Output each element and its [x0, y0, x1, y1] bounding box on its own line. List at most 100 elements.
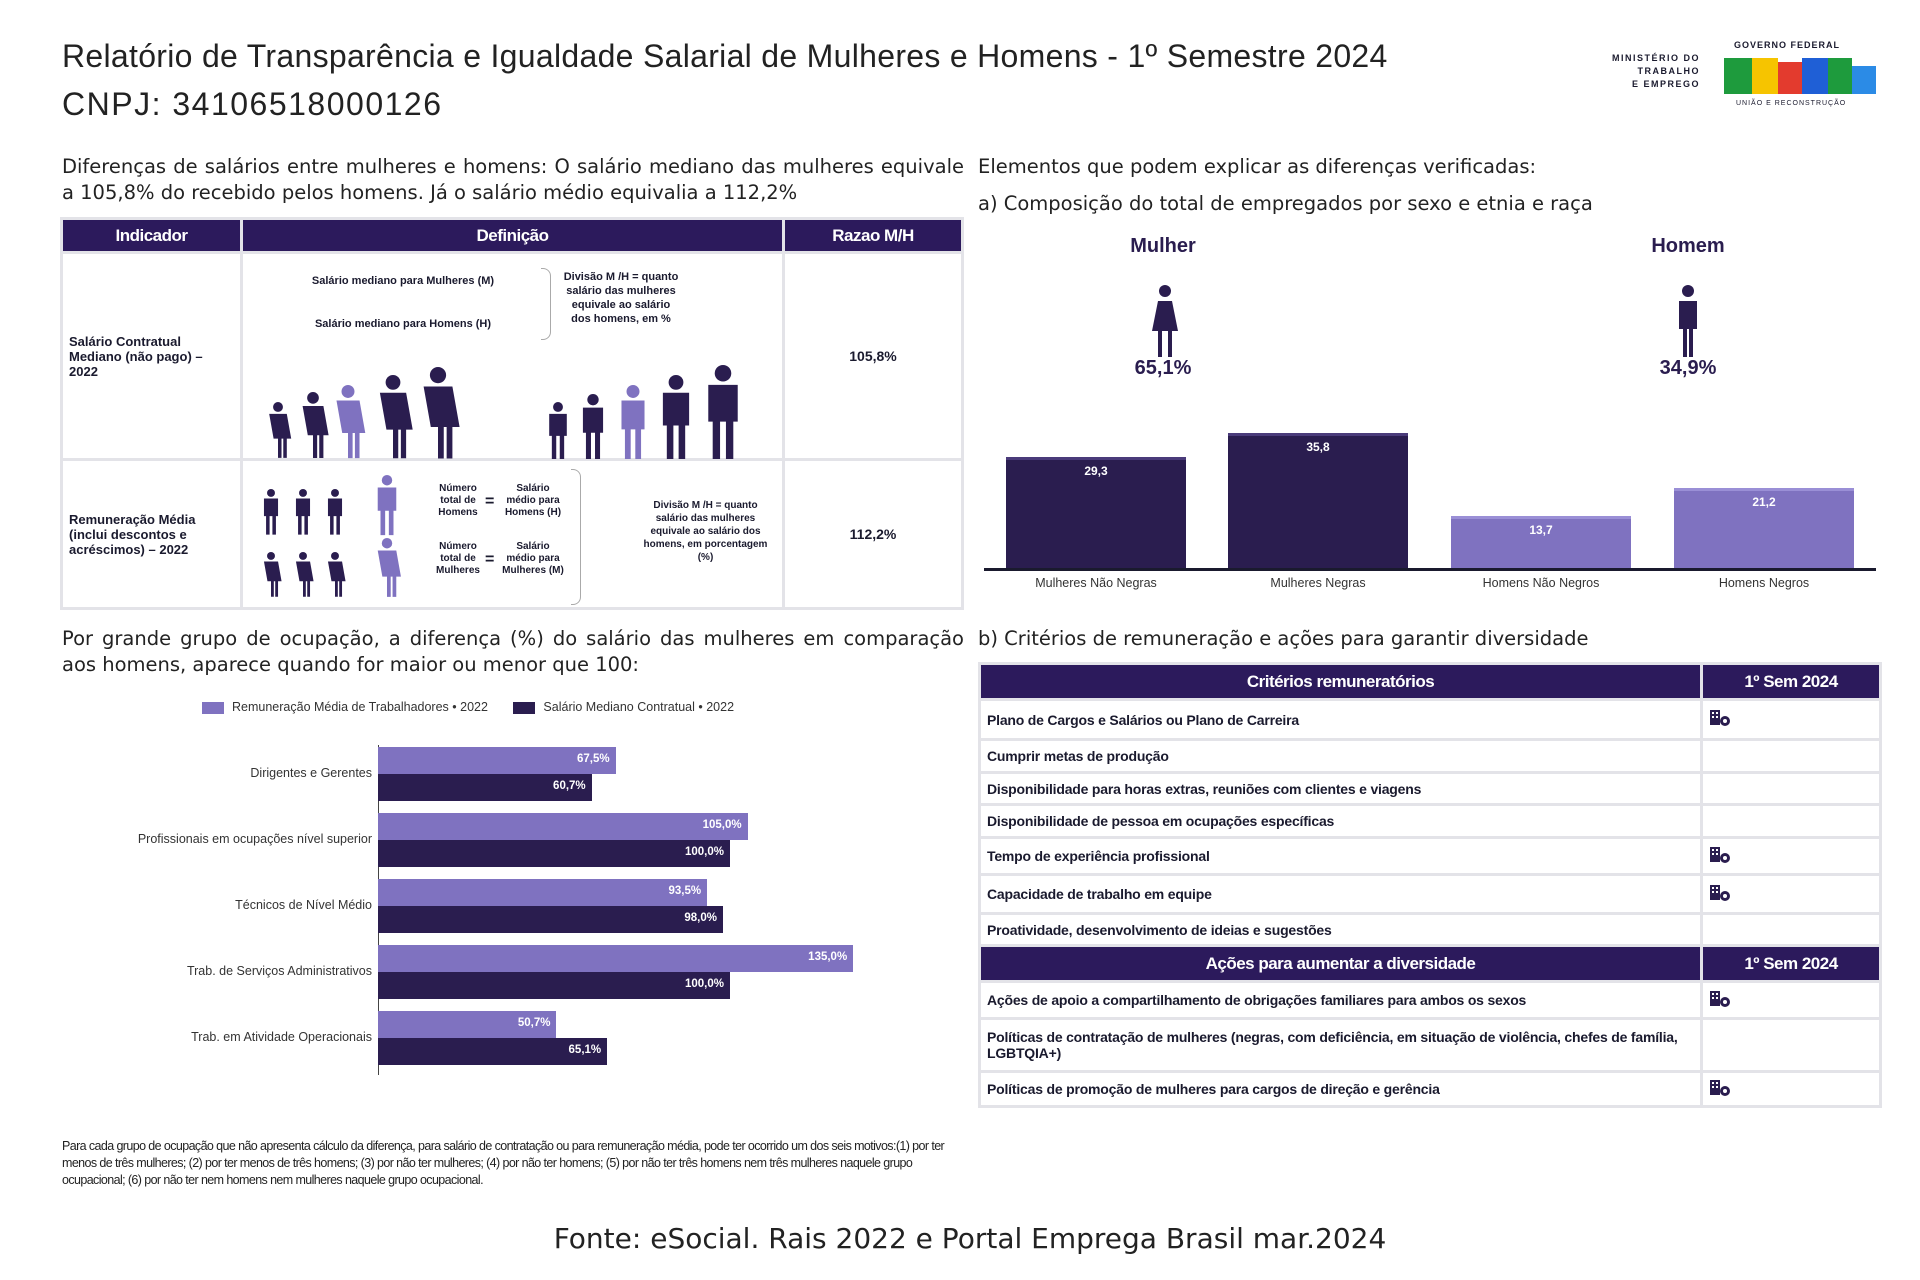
occupation-chart: Dirigentes e Gerentes 67,5% 60,7% Profissio… [0, 740, 964, 1075]
ratio-value: 112,2% [782, 458, 964, 610]
legend-item: Salário Mediano Contratual • 2022 [513, 700, 734, 714]
table-row: Políticas de promoção de mulheres para c… [978, 1070, 1882, 1108]
bar-label: 98,0% [684, 912, 717, 924]
table-row: Plano de Cargos e Salários ou Plano de C… [978, 698, 1882, 741]
bar-label: 100,0% [684, 978, 724, 990]
man-figure [263, 489, 279, 535]
col-header: 1º Sem 2024 [1700, 944, 1882, 983]
category-label: Mulheres Negras [1270, 576, 1366, 590]
ministry-logo: MINISTÉRIO DO TRABALHO E EMPREGO [1590, 52, 1700, 91]
row-label: Tempo de experiência profissional [978, 836, 1703, 876]
criteria-header-row: Critérios remuneratórios 1º Sem 2024 [978, 662, 1882, 701]
row-label: Cumprir metas de produção [978, 738, 1703, 774]
bar-label: 65,1% [568, 1044, 602, 1056]
gov-brasil-logo: GOVERNO FEDERAL UNIÃO E RECONSTRUÇÃO [1722, 40, 1877, 112]
table-row: Salário Contratual Mediano (não pago) – … [60, 251, 964, 461]
people-equation-icon [263, 475, 401, 597]
table-row: Remuneração Média (inclui descontos e ac… [60, 458, 964, 610]
row-label: Políticas de promoção de mulheres para c… [978, 1070, 1703, 1108]
status-cell [1700, 912, 1882, 947]
occupation-intro: Por grande grupo de ocupação, a diferenç… [62, 627, 964, 676]
check-icon [1709, 990, 1731, 1008]
status-cell [1700, 803, 1882, 839]
legend-label: Remuneração Média de Trabalhadores • 202… [232, 700, 488, 714]
def-line: Número total de Mulheres [436, 541, 480, 576]
section-b-title: b) Critérios de remuneração e ações para… [978, 627, 1589, 650]
man-figure [295, 489, 311, 535]
bar-label: 67,5% [576, 753, 610, 765]
woman-figure [377, 538, 401, 597]
man-figure [662, 375, 690, 459]
intro-text: Diferenças de salários entre mulheres e … [62, 155, 964, 204]
woman-figure [379, 375, 413, 459]
right-intro: Elementos que podem explicar as diferenç… [978, 155, 1537, 178]
status-cell [1700, 698, 1882, 741]
brace [571, 469, 581, 605]
woman-figure [269, 402, 292, 458]
occupation-legend: Remuneração Média de Trabalhadores • 202… [202, 700, 734, 714]
table-row: Cumprir metas de produção [978, 738, 1882, 774]
row-label: Proatividade, desenvolvimento de ideias … [978, 912, 1703, 947]
table-row: Disponibilidade para horas extras, reuni… [978, 771, 1882, 806]
table-row: Disponibilidade de pessoa em ocupações e… [978, 803, 1882, 839]
check-icon [1709, 709, 1731, 727]
group-label-mulher: Mulher [1130, 235, 1196, 257]
bar-remuneracao-media: 67,5% [378, 747, 616, 774]
bar-remuneracao-media: 135,0% [378, 945, 854, 972]
col-header: Critérios remuneratórios [978, 662, 1703, 701]
criteria-table: Critérios remuneratórios 1º Sem 2024 Plano… [978, 662, 1882, 1108]
row-label: Plano de Cargos e Salários ou Plano de C… [978, 698, 1703, 741]
equals-icon: = [485, 493, 495, 510]
logo-line: E EMPREGO [1631, 79, 1700, 89]
man-figure [549, 402, 567, 459]
legend-swatch [202, 701, 224, 714]
definition-cell: Salário mediano para Mulheres (M) Salári… [240, 251, 785, 461]
indicator-name: Salário Contratual Mediano (não pago) – … [60, 251, 243, 461]
bar-salario-mediano: 100,0% [378, 972, 730, 999]
bar-label: 21,2 [1752, 494, 1776, 509]
legend-item: Remuneração Média de Trabalhadores • 202… [202, 700, 488, 714]
x-axis [984, 568, 1876, 571]
logo-line: MINISTÉRIO DO [1611, 53, 1700, 63]
row-label: Políticas de contratação de mulheres (ne… [978, 1017, 1703, 1073]
bar-label: 135,0% [808, 951, 848, 963]
col-header: Indicador [60, 217, 243, 254]
woman-figure [423, 367, 460, 459]
indicator-name: Remuneração Média (inclui descontos e ac… [60, 458, 243, 610]
def-line: Salário médio para Homens (H) [504, 483, 562, 518]
status-cell [1700, 771, 1882, 806]
woman-figure [295, 552, 314, 597]
man-figure [327, 489, 343, 535]
logo-line: TRABALHO [1637, 66, 1700, 76]
bar-label: 93,5% [668, 885, 702, 897]
status-cell [1700, 873, 1882, 915]
woman-figure [336, 385, 366, 459]
col-header: Razao M/H [782, 217, 964, 254]
people-figures-icon [269, 365, 738, 459]
col-header: Definição [240, 217, 785, 254]
man-figure [377, 475, 397, 536]
definition-cell: Número total de Homens = Salário médio p… [240, 458, 785, 610]
man-figure [621, 385, 645, 459]
bar-label: 35,8 [1306, 439, 1330, 454]
legend-swatch [513, 701, 536, 714]
bar-remuneracao-media: 105,0% [378, 813, 748, 840]
col-header: 1º Sem 2024 [1700, 662, 1882, 701]
actions-header-row: Ações para aumentar a diversidade 1º Sem … [978, 944, 1882, 983]
category-label: Trab. em Atividade Operacionais [191, 1030, 372, 1044]
row-label: Capacidade de trabalho em equipe [978, 873, 1703, 915]
bar-salario-mediano: 60,7% [378, 774, 592, 801]
composition-chart: Mulher Homem 65,1% 34,9% 29,3 Mulheres Nã… [978, 225, 1880, 595]
row-label: Disponibilidade para horas extras, reuni… [978, 771, 1703, 806]
bar-label: 29,3 [1084, 464, 1108, 479]
ratio-value: 105,8% [782, 251, 964, 461]
row-label: Disponibilidade de pessoa em ocupações e… [978, 803, 1703, 839]
pct-mulher: 65,1% [1134, 357, 1192, 379]
row-label: Ações de apoio a compartilhamento de obr… [978, 980, 1703, 1020]
bar-salario-mediano: 65,1% [378, 1038, 608, 1065]
bar-0: 29,3 [1006, 457, 1186, 568]
category-label: Mulheres Não Negras [1035, 576, 1157, 590]
pct-homem: 34,9% [1659, 357, 1717, 379]
bar-1: 35,8 [1228, 432, 1408, 568]
check-icon [1709, 884, 1731, 902]
